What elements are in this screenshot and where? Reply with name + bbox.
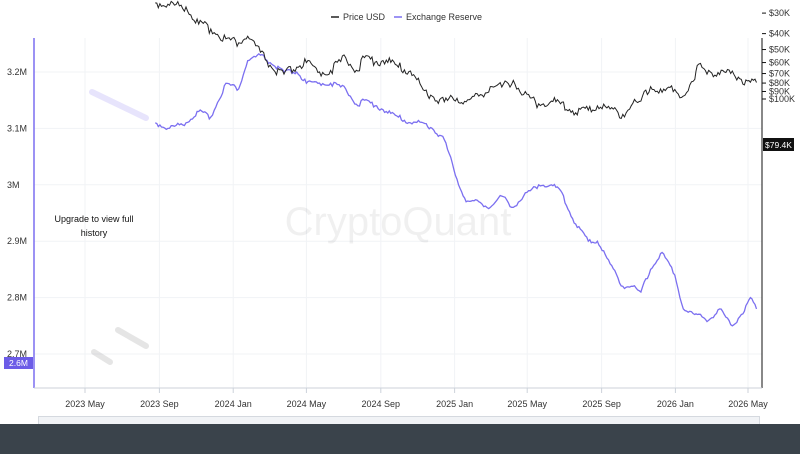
x-tick-label: 2025 Sep (582, 399, 621, 409)
left-tick-labels: 3.2M 3.1M 3M 2.9M 2.8M 2.7M (7, 67, 27, 359)
x-tick-label: 2026 Jan (657, 399, 694, 409)
x-tick-label: 2026 May (728, 399, 768, 409)
legend-label-reserve[interactable]: Exchange Reserve (406, 12, 482, 22)
x-tick-label: 2025 Jan (436, 399, 473, 409)
upgrade-message: Upgrade to view full history (54, 214, 134, 238)
left-tick-label: 3.2M (7, 67, 27, 77)
grid-lines (34, 38, 762, 388)
x-tick-labels: 2023 May 2023 Sep 2024 Jan 2024 May 2024 Sep… (65, 388, 768, 409)
right-tick-labels: $100K$90K$80K$70K$60K $50K $40K $30K (762, 8, 795, 104)
x-tick-label: 2024 May (287, 399, 327, 409)
legend[interactable]: Price USD Exchange Reserve (331, 12, 482, 22)
x-tick-label: 2024 Sep (362, 399, 401, 409)
right-tick-label: $90K (769, 86, 790, 96)
left-current-value: 2.6M (9, 358, 28, 368)
right-tick-label: $30K (769, 8, 790, 18)
right-tick-label: $80K (769, 78, 790, 88)
watermark: CryptoQuant (285, 200, 512, 244)
right-current-value: $79.4K (765, 140, 792, 150)
x-tick-label: 2023 Sep (140, 399, 179, 409)
right-tick-label: $100K (769, 94, 795, 104)
bottom-toolbar (0, 424, 800, 454)
x-tick-label: 2024 Jan (215, 399, 252, 409)
left-tick-label: 3.1M (7, 123, 27, 133)
left-tick-label: 2.9M (7, 236, 27, 246)
left-tick-label: 2.8M (7, 293, 27, 303)
x-tick-label: 2025 May (507, 399, 547, 409)
right-tick-label: $50K (769, 45, 790, 55)
x-tick-label: 2023 May (65, 399, 105, 409)
left-tick-label: 2.7M (7, 349, 27, 359)
right-tick-label: $60K (769, 58, 790, 68)
left-current-value-badge: 2.6M (4, 357, 33, 369)
left-tick-label: 3M (7, 180, 20, 190)
right-current-value-badge: $79.4K (763, 138, 794, 151)
legend-label-price[interactable]: Price USD (343, 12, 386, 22)
series-line-price-usd (155, 0, 757, 120)
series-line-exchange-reserve (154, 52, 758, 327)
blurred-history-placeholder (89, 89, 149, 365)
right-tick-label: $70K (769, 69, 790, 79)
right-tick-label: $40K (769, 29, 790, 39)
